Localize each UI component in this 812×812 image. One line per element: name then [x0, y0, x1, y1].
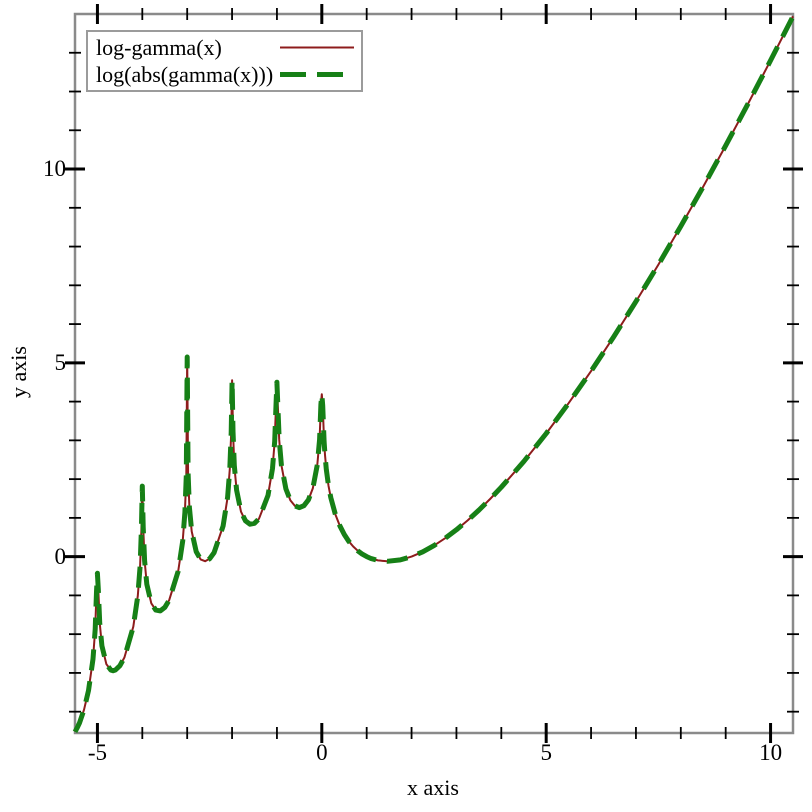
legend-item: log(abs(gamma(x)))	[96, 61, 355, 88]
legend-line-swatch-solid	[280, 46, 354, 49]
legend-label: log-gamma(x)	[96, 35, 222, 60]
series-line-1	[72, 15, 796, 734]
plot-border	[73, 12, 795, 735]
y-tick-label: 10	[43, 156, 66, 182]
y-axis-title: y axis	[6, 346, 31, 398]
legend-label: log(abs(gamma(x)))	[96, 62, 274, 87]
x-axis-title: x axis	[407, 775, 459, 800]
series-line-0	[74, 15, 794, 733]
legend: log-gamma(x) log(abs(gamma(x)))	[86, 30, 363, 92]
x-tick-label: 0	[316, 740, 328, 765]
legend-line-swatch-dashed	[280, 72, 354, 77]
x-tick-label: -5	[87, 740, 108, 765]
x-tick-label: 10	[759, 740, 783, 765]
y-tick-label: 0	[54, 543, 67, 569]
x-tick-label: 5	[540, 740, 552, 765]
y-tick-label: 5	[54, 349, 67, 375]
legend-item: log-gamma(x)	[96, 34, 355, 61]
